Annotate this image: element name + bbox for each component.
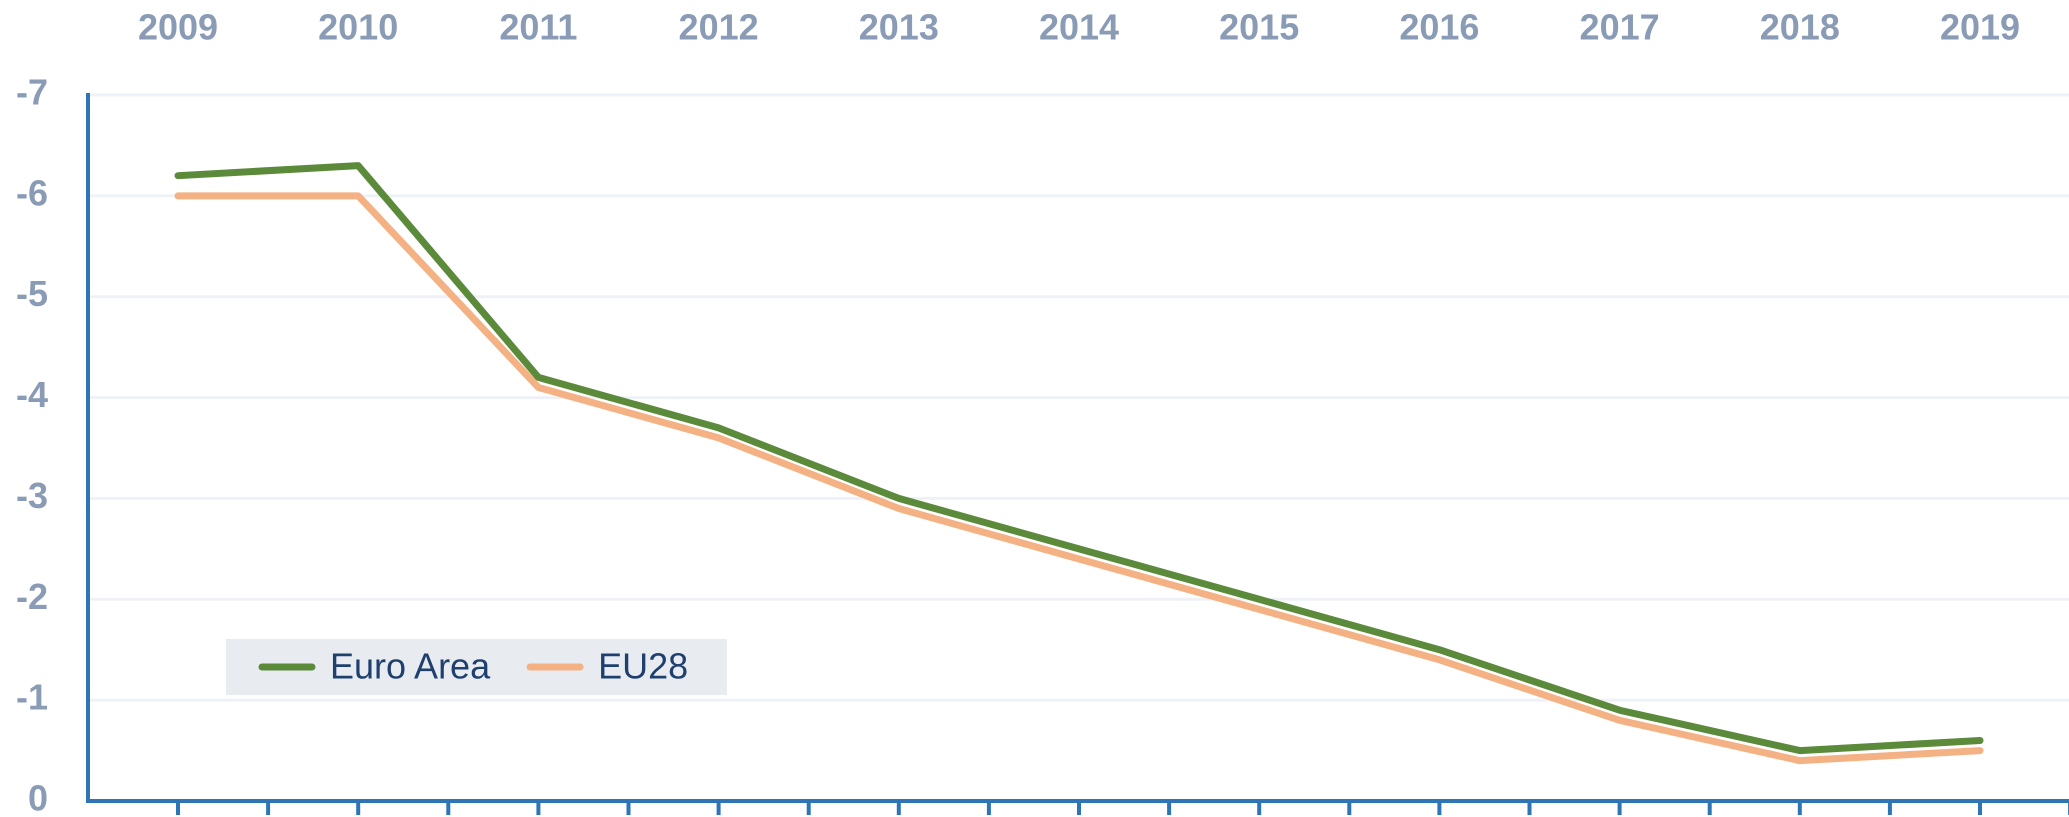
x-tick-label: 2013 [859,7,939,48]
y-tick-label: -2 [16,576,48,617]
x-tick-label: 2009 [138,7,218,48]
x-tick-label: 2016 [1399,7,1479,48]
y-tick-label: -6 [16,172,48,213]
x-tick-label: 2018 [1760,7,1840,48]
legend-label: Euro Area [330,646,491,687]
legend-label: EU28 [598,646,688,687]
x-tick-label: 2010 [318,7,398,48]
y-tick-label: -5 [16,273,48,314]
y-tick-label: -4 [16,374,48,415]
y-tick-label: -3 [16,475,48,516]
y-tick-label: -7 [16,72,48,113]
y-tick-label: 0 [28,778,48,817]
line-series [174,192,1984,765]
x-tick-label: 2017 [1580,7,1660,48]
x-tick-label: 2015 [1219,7,1299,48]
x-tick-label: 2014 [1039,7,1119,48]
line-series [174,162,1984,755]
y-tick-label: -1 [16,677,48,718]
x-tick-label: 2011 [499,7,577,48]
x-tick-label: 2012 [679,7,759,48]
x-tick-label: 2019 [1940,7,2020,48]
